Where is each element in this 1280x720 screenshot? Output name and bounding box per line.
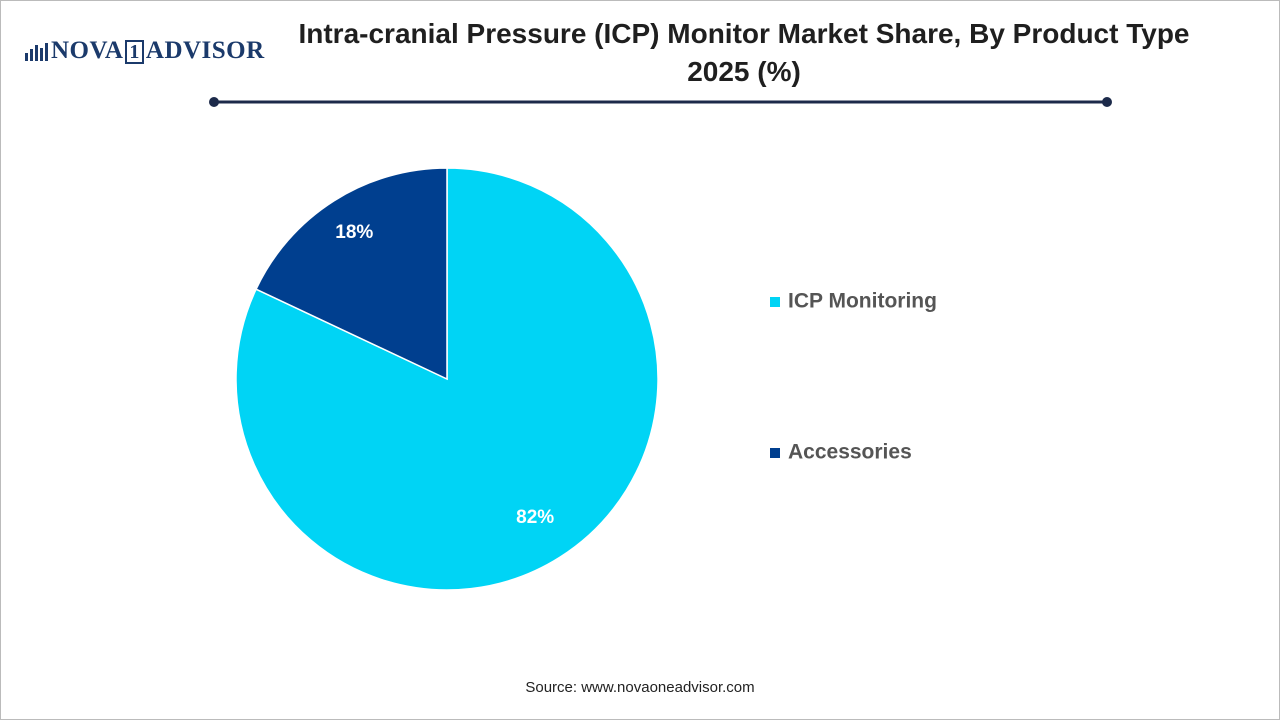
legend-swatch [770, 297, 780, 307]
legend-label: ICP Monitoring [788, 290, 937, 313]
data-label: 18% [335, 222, 373, 243]
legend-label: Accessories [788, 441, 912, 464]
legend-swatch [770, 448, 780, 458]
logo-icon [25, 43, 48, 61]
source: Source: www.novaoneadvisor.com [525, 679, 755, 696]
logo-text: NOVA [51, 37, 124, 64]
pie-slice [255, 167, 448, 381]
logo-text: 1 [125, 40, 144, 64]
data-label: 82% [516, 507, 554, 528]
rule-end [209, 97, 219, 107]
rule-end [1102, 97, 1112, 107]
logo: NOVA 1 ADVISOR [51, 37, 265, 65]
logo-text: ADVISOR [145, 37, 265, 64]
chart-title: Intra-cranial Pressure (ICP) Monitor Mar… [298, 18, 1190, 87]
